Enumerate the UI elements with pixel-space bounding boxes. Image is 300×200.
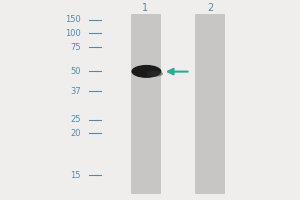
Ellipse shape [147,71,163,77]
Text: 15: 15 [70,170,81,180]
Text: 100: 100 [65,28,81,38]
Bar [130,14,160,194]
Text: 75: 75 [70,43,81,51]
Text: 50: 50 [70,66,81,75]
Text: 150: 150 [65,16,81,24]
Text: 2: 2 [207,3,213,13]
Text: 1: 1 [142,3,148,13]
Text: 37: 37 [70,86,81,96]
Bar [195,14,225,194]
Ellipse shape [131,65,161,78]
Text: 25: 25 [70,116,81,124]
Text: 20: 20 [70,129,81,138]
